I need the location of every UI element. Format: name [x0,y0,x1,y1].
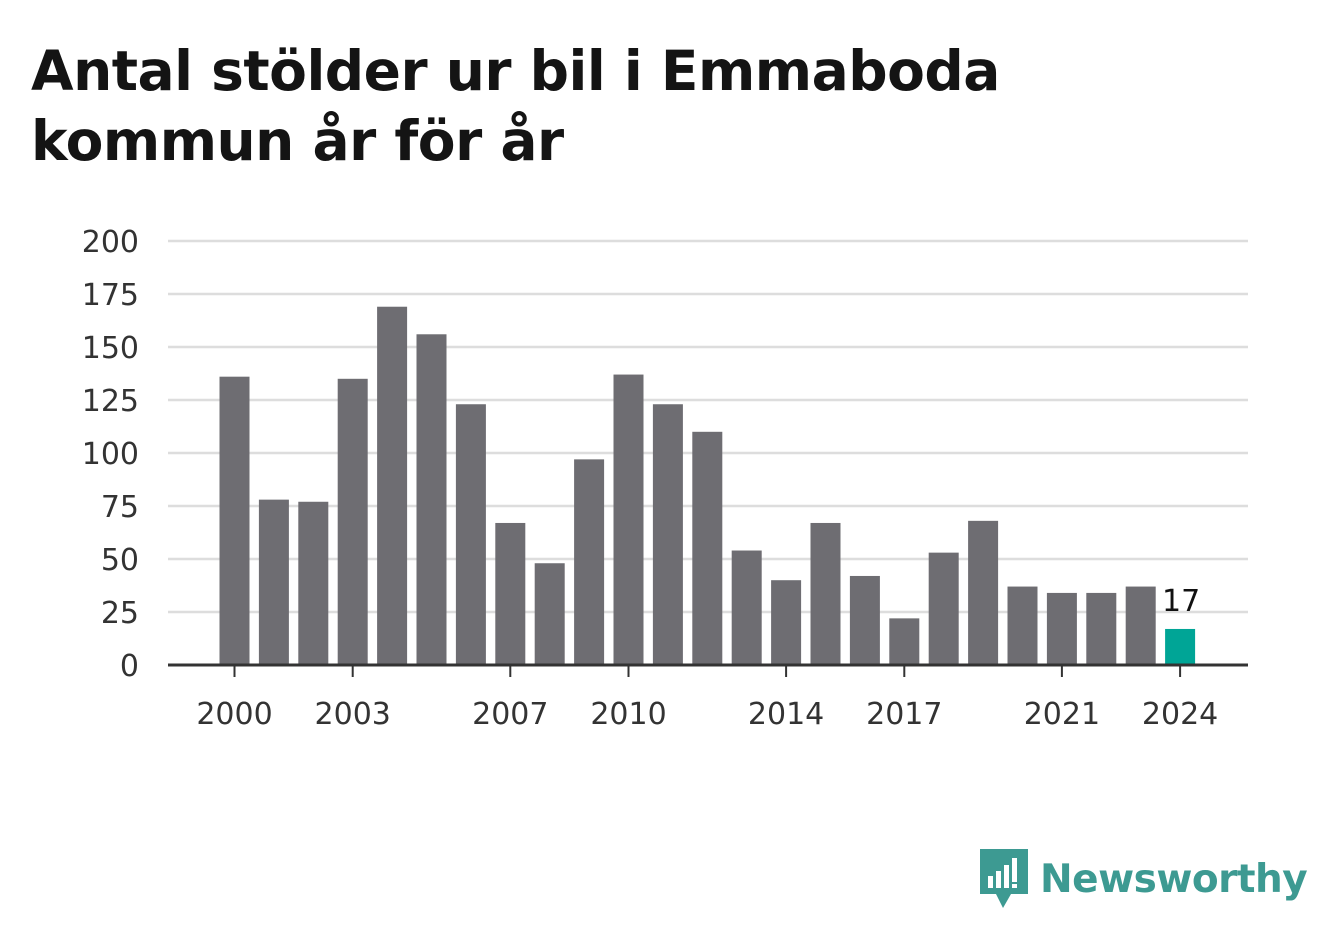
y-tick-label: 200 [82,225,139,260]
bar-2018 [928,552,959,665]
x-tick-label: 2010 [590,697,666,732]
y-tick-label: 175 [82,278,139,313]
bar-2007 [495,522,526,665]
y-tick-label: 25 [101,596,139,631]
bar-2022 [1086,592,1117,665]
y-tick-label: 0 [120,649,139,684]
x-tick-label: 2024 [1142,697,1218,732]
bar-2005 [416,334,447,665]
brand-logo: Newsworthy [980,849,1308,909]
bar-2009 [574,459,605,665]
x-tick-label: 2017 [866,697,942,732]
bars [219,306,1196,665]
annotations: 17 [1162,584,1200,619]
bar-2011 [652,404,683,665]
chart-title: Antal stölder ur bil i Emmaboda kommun å… [31,39,1000,173]
x-tick-label: 2007 [472,697,548,732]
bar-2023 [1125,586,1156,665]
bar-2010 [613,374,644,665]
bar-2016 [849,575,880,665]
bar-2020 [1007,586,1038,665]
bar-2024 [1165,628,1196,665]
bar-2004 [377,306,408,665]
bar-2000 [219,376,250,665]
x-tick-label: 2003 [315,697,391,732]
bar-2012 [692,431,723,665]
y-tick-label: 100 [82,437,139,472]
x-tick-label: 2014 [748,697,824,732]
y-tick-label: 50 [101,543,139,578]
x-tick-label: 2000 [196,697,272,732]
bar-2008 [534,563,565,665]
bar-2019 [968,520,999,665]
bar-2017 [889,618,920,665]
bar-2015 [810,522,841,665]
bar-2021 [1046,592,1077,665]
brand-name: Newsworthy [1040,856,1308,902]
newsworthy-logo-icon [980,849,1028,908]
y-axis-ticks: 0 25 50 75 100 125 150 175 200 [82,225,139,684]
y-tick-label: 125 [82,384,139,419]
bar-2002 [298,501,329,665]
y-tick-label: 75 [101,490,139,525]
x-tick-label: 2021 [1024,697,1100,732]
bar-2014 [771,580,802,665]
y-tick-label: 150 [82,331,139,366]
x-axis: 2000 2003 2007 2010 2014 2017 2021 2024 [168,663,1248,732]
bar-2001 [258,499,289,665]
bar-2003 [337,378,368,665]
bar-2013 [731,550,762,665]
bar-2006 [455,404,486,665]
data-label-2024: 17 [1162,584,1200,619]
